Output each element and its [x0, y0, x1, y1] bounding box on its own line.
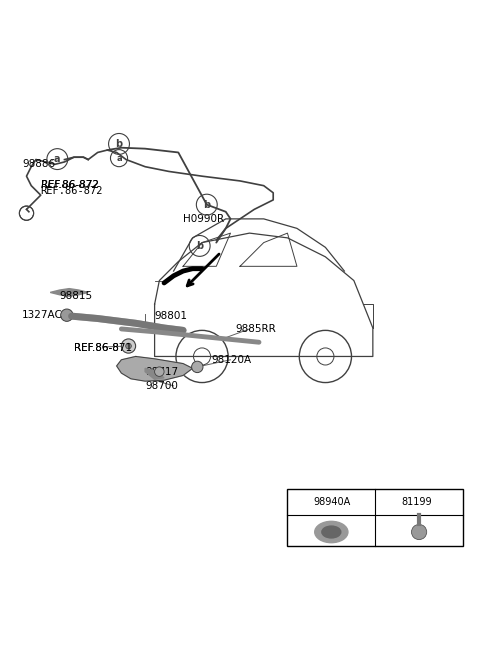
- Text: 81199: 81199: [401, 497, 432, 507]
- Polygon shape: [117, 356, 192, 381]
- Ellipse shape: [315, 522, 348, 543]
- Text: b: b: [196, 241, 203, 251]
- Text: REF.86-872: REF.86-872: [41, 180, 99, 190]
- Text: REF.86-871: REF.86-871: [74, 343, 132, 353]
- Text: REF.86-872: REF.86-872: [41, 186, 103, 195]
- Text: H0990R: H0990R: [183, 214, 224, 224]
- Text: 98815: 98815: [60, 291, 93, 301]
- Polygon shape: [145, 368, 164, 379]
- Circle shape: [60, 309, 73, 321]
- Text: 98886: 98886: [23, 159, 56, 169]
- Text: 98940A: 98940A: [313, 497, 351, 507]
- Text: REF.86-872: REF.86-872: [41, 180, 99, 190]
- Text: 9885RR: 9885RR: [235, 324, 276, 334]
- Text: b: b: [386, 497, 393, 506]
- Polygon shape: [50, 289, 88, 297]
- Text: 1327AC: 1327AC: [22, 310, 62, 320]
- Text: 98700: 98700: [145, 381, 178, 391]
- Circle shape: [121, 339, 136, 353]
- Text: a: a: [116, 154, 122, 163]
- Text: a: a: [54, 154, 60, 164]
- Circle shape: [192, 361, 203, 373]
- Text: REF.86-871: REF.86-871: [74, 343, 132, 353]
- Text: 98120A: 98120A: [212, 355, 252, 365]
- Circle shape: [411, 524, 427, 540]
- Text: 98717: 98717: [145, 367, 178, 377]
- FancyBboxPatch shape: [288, 489, 463, 546]
- Circle shape: [155, 367, 164, 377]
- Text: 98801: 98801: [155, 311, 188, 321]
- Text: a: a: [299, 497, 304, 506]
- Ellipse shape: [322, 526, 341, 538]
- Text: b: b: [116, 139, 122, 149]
- Text: b: b: [203, 199, 210, 210]
- Circle shape: [126, 343, 132, 349]
